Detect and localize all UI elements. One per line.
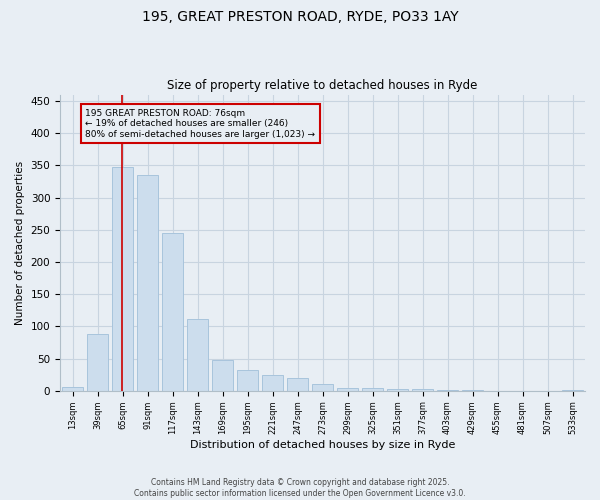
Bar — [287, 378, 308, 390]
Y-axis label: Number of detached properties: Number of detached properties — [15, 160, 25, 324]
Bar — [162, 233, 183, 390]
Bar — [87, 334, 108, 390]
Text: 195, GREAT PRESTON ROAD, RYDE, PO33 1AY: 195, GREAT PRESTON ROAD, RYDE, PO33 1AY — [142, 10, 458, 24]
X-axis label: Distribution of detached houses by size in Ryde: Distribution of detached houses by size … — [190, 440, 455, 450]
Text: 195 GREAT PRESTON ROAD: 76sqm
← 19% of detached houses are smaller (246)
80% of : 195 GREAT PRESTON ROAD: 76sqm ← 19% of d… — [85, 108, 315, 138]
Bar — [312, 384, 333, 390]
Bar — [337, 388, 358, 390]
Bar — [387, 389, 408, 390]
Bar — [62, 387, 83, 390]
Text: Contains HM Land Registry data © Crown copyright and database right 2025.
Contai: Contains HM Land Registry data © Crown c… — [134, 478, 466, 498]
Bar — [137, 175, 158, 390]
Bar — [187, 318, 208, 390]
Bar — [262, 374, 283, 390]
Bar — [362, 388, 383, 390]
Bar — [212, 360, 233, 390]
Bar — [112, 166, 133, 390]
Title: Size of property relative to detached houses in Ryde: Size of property relative to detached ho… — [167, 79, 478, 92]
Bar — [237, 370, 258, 390]
